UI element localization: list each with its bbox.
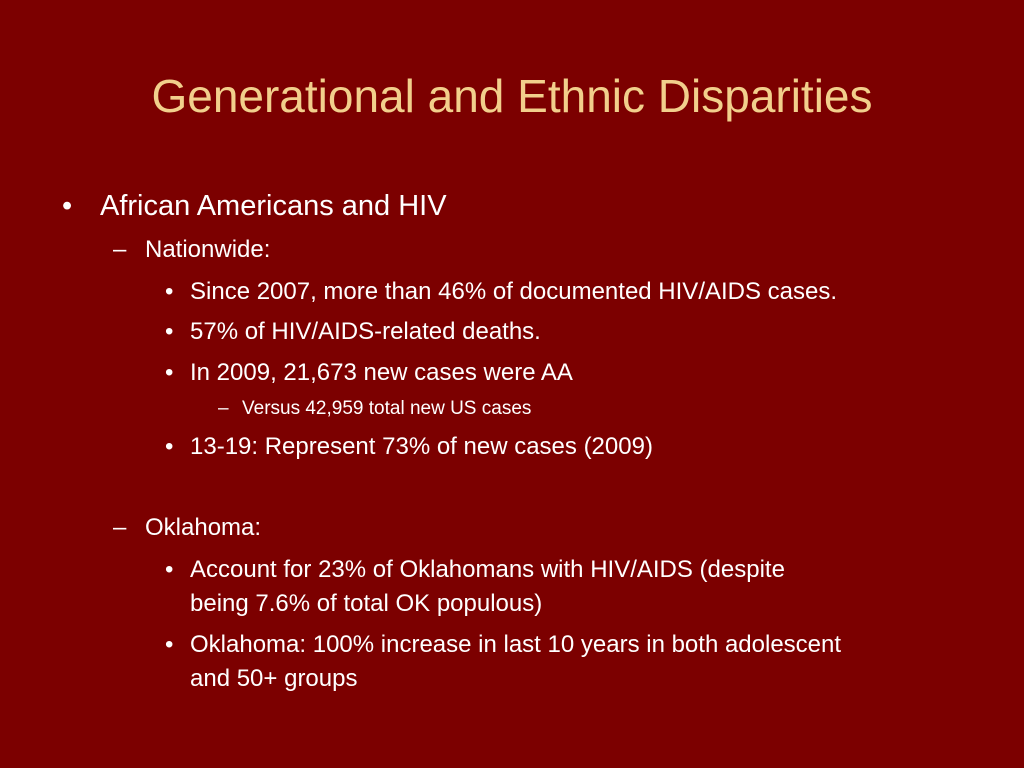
oklahoma-point-1-line-1: Account for 23% of Oklahomans with HIV/A… <box>190 556 785 583</box>
nationwide-point-1: Since 2007, more than 46% of documented … <box>190 278 838 305</box>
bullet-marker: • <box>165 631 174 658</box>
bullet-marker: • <box>62 190 73 222</box>
slide-title: Generational and Ethnic Disparities <box>151 70 873 122</box>
nationwide-sub-point: Versus 42,959 total new US cases <box>242 398 532 419</box>
bullet-marker: • <box>165 556 174 583</box>
nationwide-point-3: In 2009, 21,673 new cases were AA <box>190 359 573 386</box>
bullet-marker: • <box>165 278 174 305</box>
dash-marker: – <box>113 514 127 541</box>
bullet-marker: • <box>165 433 174 460</box>
dash-marker: – <box>113 236 127 263</box>
nationwide-point-4: 13-19: Represent 73% of new cases (2009) <box>190 433 653 460</box>
bullet-marker: • <box>165 318 174 345</box>
oklahoma-point-2-line-1: Oklahoma: 100% increase in last 10 years… <box>190 631 842 658</box>
heading-african-americans: African Americans and HIV <box>100 190 447 222</box>
oklahoma-label: Oklahoma: <box>145 514 262 541</box>
nationwide-point-2: 57% of HIV/AIDS-related deaths. <box>190 318 541 345</box>
oklahoma-point-1-line-2: being 7.6% of total OK populous) <box>190 590 543 617</box>
nationwide-label: Nationwide: <box>145 236 271 263</box>
bullet-marker: • <box>165 359 174 386</box>
dash-marker: – <box>218 398 229 419</box>
oklahoma-point-2-line-2: and 50+ groups <box>190 665 358 692</box>
